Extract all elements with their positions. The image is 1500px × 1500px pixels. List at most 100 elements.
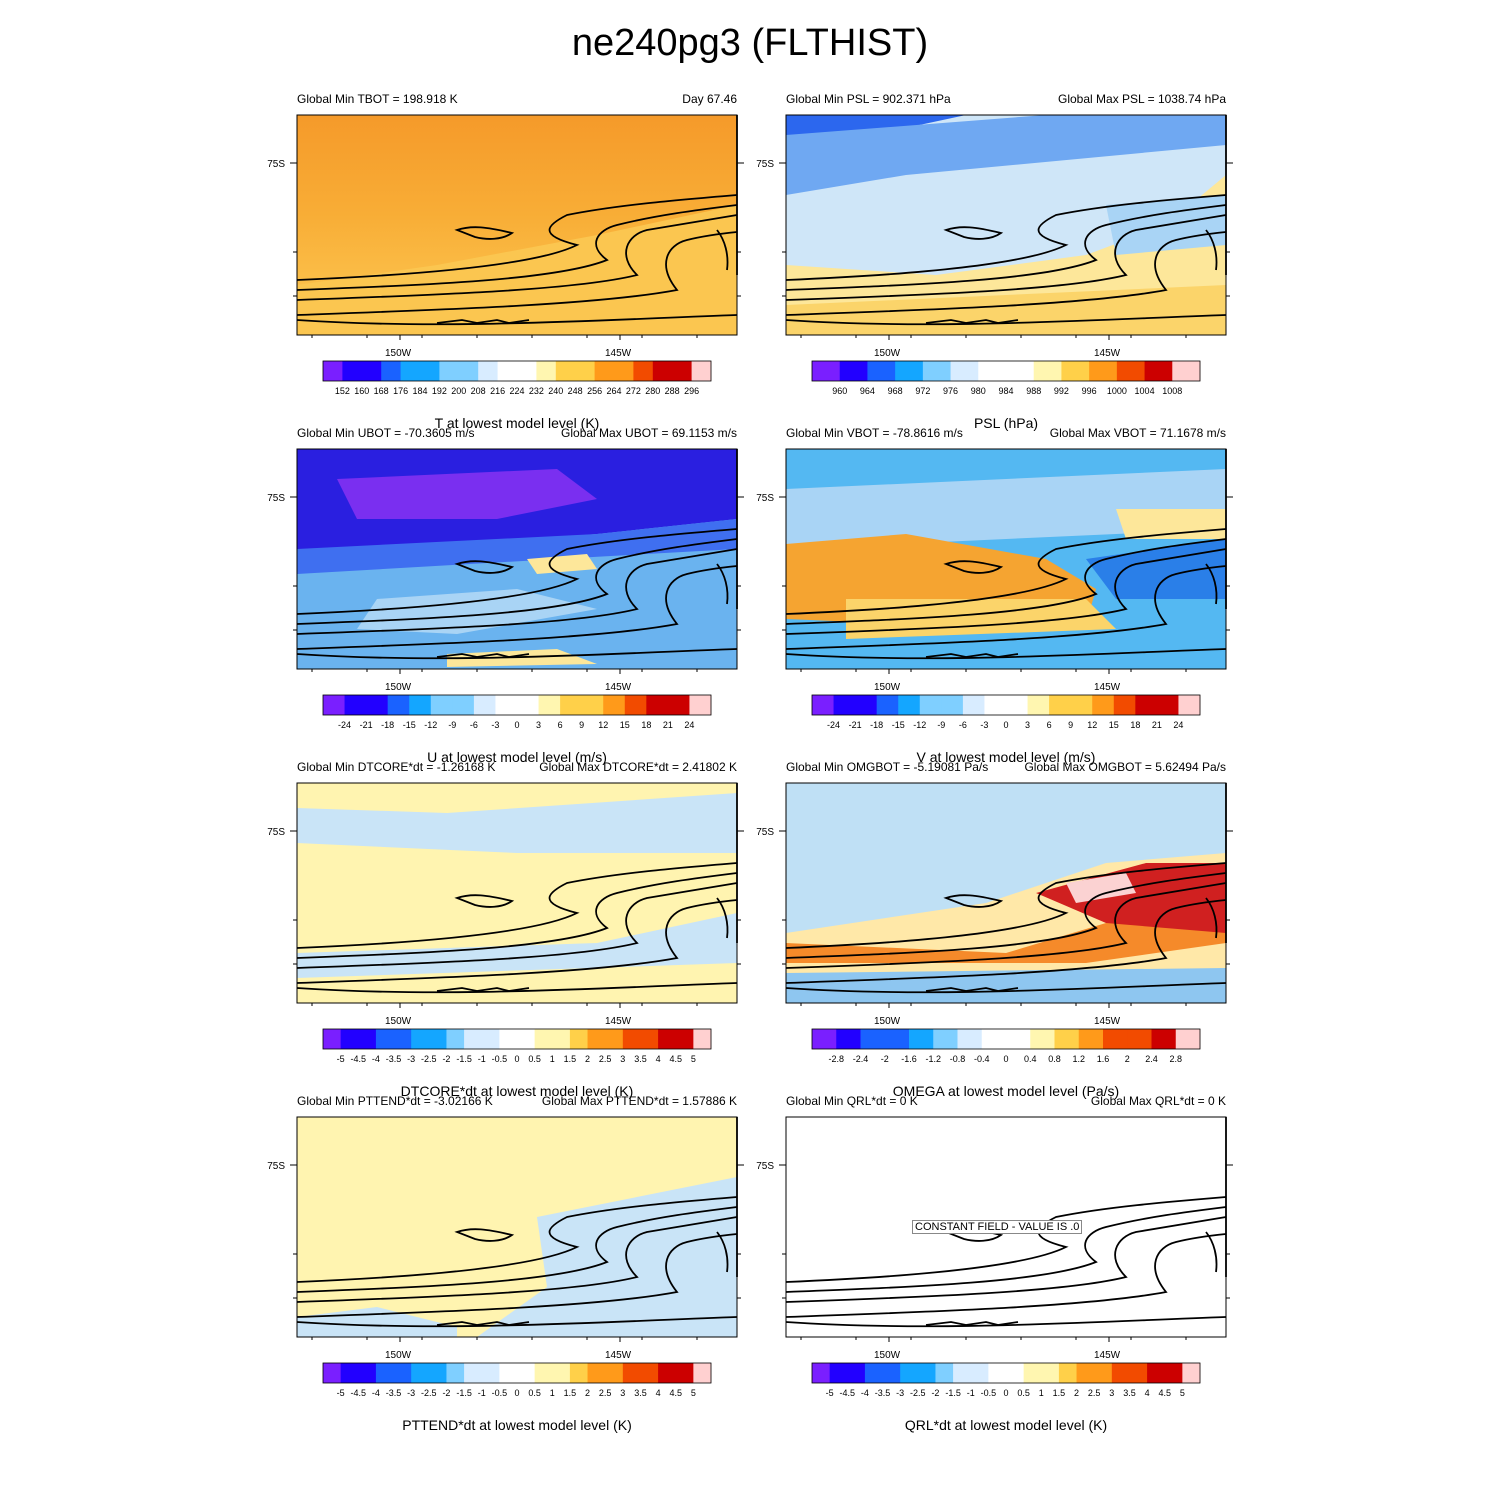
- colorbar: 960 964 968 972 976 980 984 988 992 996 1000 1004 10…: [811, 360, 1201, 396]
- colorbar-box: [884, 1029, 910, 1049]
- colorbar-box: [933, 1029, 958, 1049]
- colorbar-box: [1144, 361, 1173, 381]
- lat-tick-label: 75S: [267, 827, 285, 838]
- lat-tick-label: 75S: [756, 1161, 774, 1172]
- colorbar-tick-label: 0.5: [528, 1388, 541, 1398]
- colorbar-box: [569, 1029, 589, 1049]
- map-plot: 75S: [756, 782, 1233, 1008]
- colorbar-box: [340, 1363, 359, 1383]
- colorbar-tick-label: 0: [1003, 1388, 1008, 1398]
- global-max-label: Day 67.46: [682, 92, 737, 106]
- map-panel-psl: Global Min PSL = 902.371 hPa Global Max P…: [756, 92, 1233, 431]
- contour-lines: [785, 115, 1227, 326]
- colorbar-box: [658, 1029, 677, 1049]
- global-min-label: Global Min PTTEND*dt = -3.02166 K: [297, 1094, 493, 1108]
- colorbar-box: [560, 695, 583, 715]
- colorbar-box: [439, 361, 460, 381]
- global-min-label: Global Min UBOT = -70.3605 m/s: [297, 426, 475, 440]
- colorbar-box: [836, 1029, 861, 1049]
- colorbar-box: [605, 1363, 624, 1383]
- colorbar-box: [882, 1363, 901, 1383]
- map-plot: 75S: [756, 114, 1233, 340]
- lon-tick-label: 145W: [605, 1350, 632, 1361]
- colorbar: -2.8 -2.4 -2 -1.6 -1.2 -0.8 -0.4 0 0.4 0.8 1.2 1.6 2…: [811, 1028, 1201, 1064]
- map-field: [297, 1117, 737, 1337]
- colorbar-box: [555, 361, 576, 381]
- colorbar-tick-label: 3.5: [1123, 1388, 1136, 1398]
- colorbar-box: [624, 695, 647, 715]
- global-min-label: Global Min QRL*dt = 0 K: [786, 1094, 918, 1108]
- colorbar-tick-label: -3: [980, 720, 988, 730]
- colorbar-tick-label: 256: [587, 386, 602, 396]
- colorbar-tick-label: 168: [374, 386, 389, 396]
- colorbar-tick-label: 12: [1087, 720, 1097, 730]
- colorbar-tick-label: 9: [579, 720, 584, 730]
- global-max-label: Global Max PTTEND*dt = 1.57886 K: [541, 1094, 737, 1108]
- colorbar-tick-label: 2.5: [1088, 1388, 1101, 1398]
- colorbar-tick-label: 0: [1003, 1054, 1008, 1064]
- colorbar-tick-label: -24: [338, 720, 351, 730]
- global-max-label: Global Max PSL = 1038.74 hPa: [1058, 92, 1226, 106]
- colorbar-tick-label: 1.5: [1053, 1388, 1066, 1398]
- colorbar-tick-label: -12: [424, 720, 437, 730]
- map-panel-omgbot: Global Min OMGBOT = -5.19081 Pa/s Global …: [756, 760, 1233, 1099]
- colorbar-box: [517, 1029, 536, 1049]
- colorbar-box: [917, 1363, 936, 1383]
- colorbar-box: [876, 695, 899, 715]
- colorbar-tick-label: -9: [937, 720, 945, 730]
- colorbar-tick-label: 3: [536, 720, 541, 730]
- map-field: [786, 783, 1226, 1003]
- colorbar-tick-label: -3: [896, 1388, 904, 1398]
- colorbar-tick-label: -6: [959, 720, 967, 730]
- colorbar-tick-label: 24: [684, 720, 694, 730]
- colorbar-tick-label: 18: [1130, 720, 1140, 730]
- colorbar-tick-label: 18: [641, 720, 651, 730]
- colorbar-box: [693, 1363, 712, 1383]
- lon-tick-label: 150W: [874, 1350, 901, 1361]
- global-max-label: Global Max OMGBOT = 5.62494 Pa/s: [1024, 760, 1226, 774]
- colorbar-tick-label: 2: [1074, 1388, 1079, 1398]
- lon-tick-label: 150W: [874, 682, 901, 693]
- colorbar-box: [323, 1363, 342, 1383]
- colorbar-box: [458, 361, 479, 381]
- colorbar-box: [358, 1363, 377, 1383]
- colorbar-box: [860, 1029, 886, 1049]
- colorbar-box: [340, 1029, 359, 1049]
- colorbar-box: [323, 361, 343, 381]
- colorbar-box: [323, 1029, 342, 1049]
- colorbar-box: [689, 695, 712, 715]
- colorbar-box: [393, 1363, 412, 1383]
- colorbar-tick-label: 992: [1054, 386, 1069, 396]
- colorbar-tick-label: 184: [412, 386, 427, 396]
- colorbar-tick-label: 0.5: [1017, 1388, 1030, 1398]
- colorbar-box: [1127, 1029, 1152, 1049]
- colorbar-tick-label: 0.8: [1048, 1054, 1061, 1064]
- colorbar-box: [839, 361, 868, 381]
- colorbar-box: [344, 695, 367, 715]
- colorbar-box: [953, 1363, 972, 1383]
- colorbar-box: [478, 361, 499, 381]
- colorbar-tick-label: 1.5: [564, 1388, 577, 1398]
- colorbar: 152 160 168 176 184 192 200 208 216 224 232 240 248 2…: [322, 360, 712, 396]
- colorbar-box: [981, 1029, 1007, 1049]
- colorbar-title: V at lowest model level (m/s): [916, 749, 1096, 765]
- colorbar-tick-label: -18: [381, 720, 394, 730]
- colorbar-box: [497, 361, 518, 381]
- colorbar-box: [895, 361, 924, 381]
- colorbar-title: DTCORE*dt at lowest model level (K): [400, 1083, 634, 1099]
- lat-tick-label: 75S: [267, 1161, 285, 1172]
- colorbar-box: [1172, 361, 1201, 381]
- colorbar-tick-label: -0.8: [950, 1054, 966, 1064]
- colorbar-tick-label: -15: [403, 720, 416, 730]
- colorbar-box: [375, 1029, 395, 1049]
- lon-tick-label: 145W: [605, 682, 632, 693]
- colorbar-tick-label: -1: [478, 1388, 486, 1398]
- global-min-label: Global Min DTCORE*dt = -1.26168 K: [297, 760, 496, 774]
- colorbar-tick-label: -2.5: [421, 1054, 437, 1064]
- colorbar-tick-label: -4: [861, 1388, 869, 1398]
- lon-tick-label: 150W: [874, 348, 901, 359]
- colorbar-box: [1058, 1363, 1078, 1383]
- colorbar-tick-label: 12: [598, 720, 608, 730]
- colorbar-box: [812, 361, 841, 381]
- colorbar-tick-label: 288: [665, 386, 680, 396]
